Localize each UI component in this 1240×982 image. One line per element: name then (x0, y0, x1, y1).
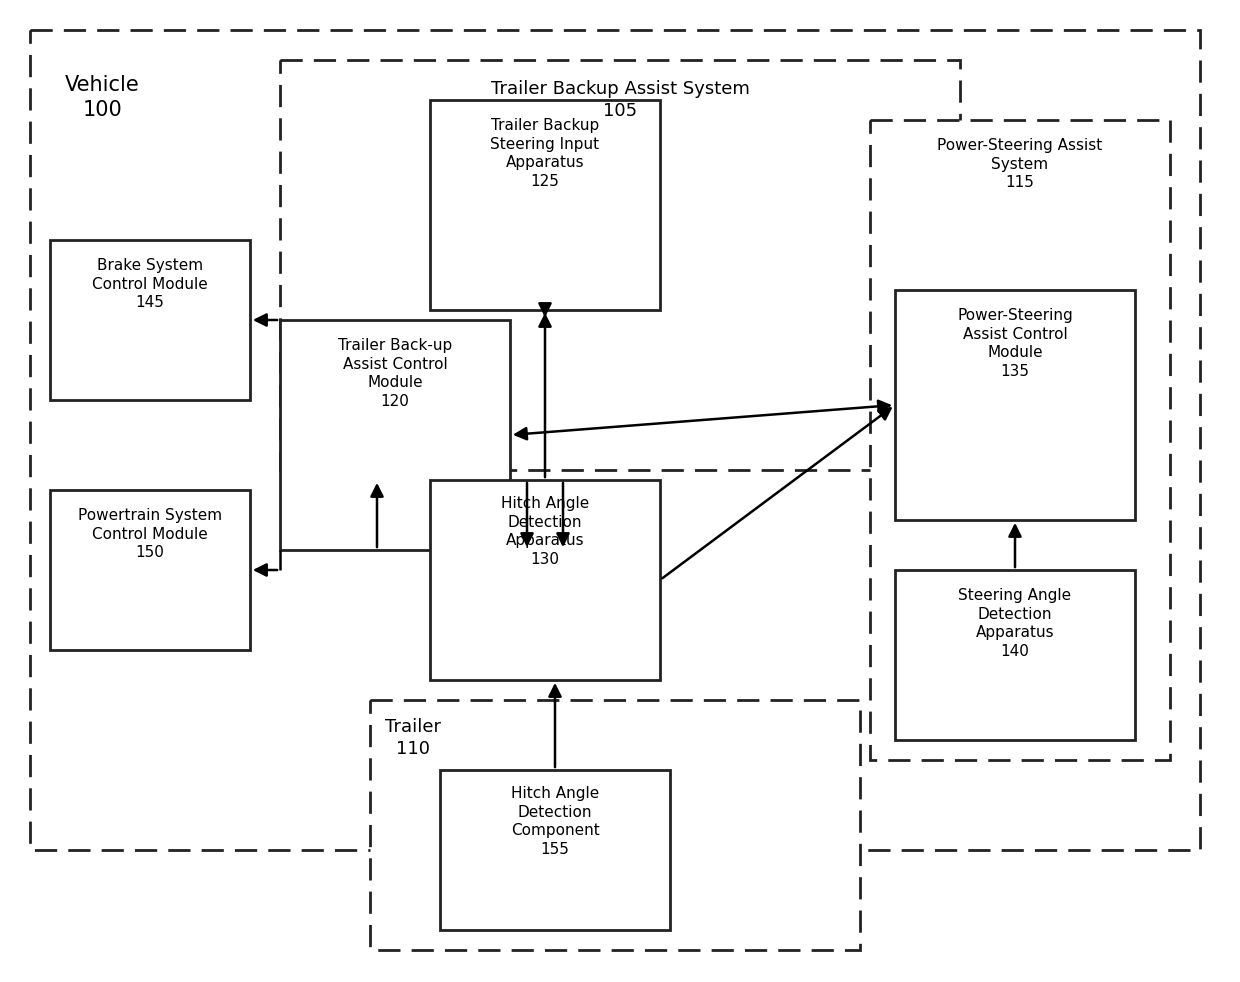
Bar (430, 480, 660, 680)
Bar (430, 100, 660, 310)
Bar (895, 290, 1135, 520)
Bar (440, 770, 670, 930)
Text: Power-Steering Assist
System
115: Power-Steering Assist System 115 (937, 138, 1102, 191)
Text: Trailer Backup
Steering Input
Apparatus
125: Trailer Backup Steering Input Apparatus … (491, 118, 600, 189)
Text: Trailer Back-up
Assist Control
Module
120: Trailer Back-up Assist Control Module 12… (337, 338, 453, 409)
Text: Trailer
110: Trailer 110 (384, 718, 441, 758)
Text: Steering Angle
Detection
Apparatus
140: Steering Angle Detection Apparatus 140 (959, 588, 1071, 659)
Text: Powertrain System
Control Module
150: Powertrain System Control Module 150 (78, 508, 222, 560)
Bar (370, 700, 861, 950)
Bar (280, 60, 960, 470)
Text: Hitch Angle
Detection
Apparatus
130: Hitch Angle Detection Apparatus 130 (501, 496, 589, 567)
Bar (870, 120, 1171, 760)
Text: Hitch Angle
Detection
Component
155: Hitch Angle Detection Component 155 (511, 786, 599, 857)
Bar (280, 320, 510, 550)
Text: Vehicle
100: Vehicle 100 (64, 75, 140, 120)
Bar (50, 490, 250, 650)
Text: Brake System
Control Module
145: Brake System Control Module 145 (92, 258, 208, 310)
Bar (50, 240, 250, 400)
Text: Trailer Backup Assist System
105: Trailer Backup Assist System 105 (491, 80, 749, 120)
Bar (30, 30, 1200, 850)
Text: Power-Steering
Assist Control
Module
135: Power-Steering Assist Control Module 135 (957, 308, 1073, 379)
Bar (895, 570, 1135, 740)
